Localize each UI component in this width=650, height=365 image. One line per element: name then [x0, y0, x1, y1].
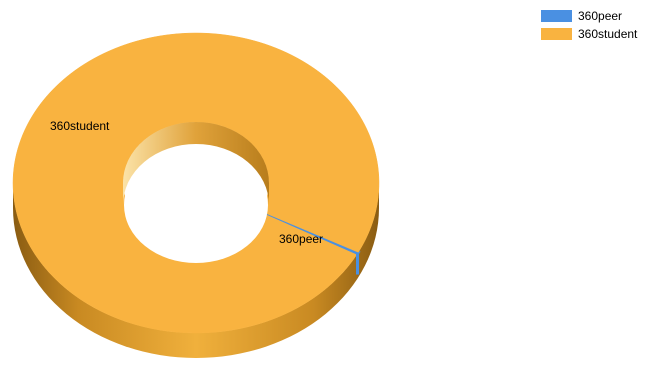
legend-swatch-360peer [541, 9, 572, 22]
legend-item-360peer: 360peer [541, 8, 637, 23]
slice-label-360student: 360student [50, 119, 110, 133]
legend-swatch-360student [541, 27, 572, 40]
legend: 360peer 360student [541, 8, 637, 44]
hole [124, 147, 268, 263]
legend-label: 360student [578, 26, 638, 41]
legend-item-360student: 360student [541, 26, 637, 41]
outer-side-wall [13, 183, 379, 358]
inner-hole-wall [123, 122, 269, 205]
slice-label-360peer: 360peer [279, 232, 323, 246]
legend-label: 360peer [578, 8, 623, 23]
slice-side-360peer [356, 253, 360, 275]
